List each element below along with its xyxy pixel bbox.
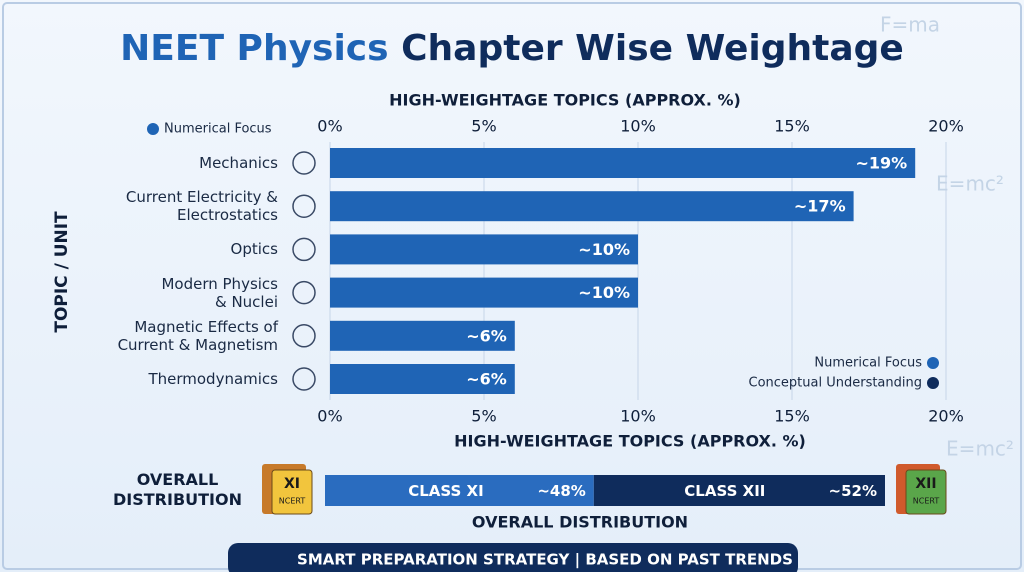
bar <box>330 148 916 178</box>
x-tick-label: 20% <box>928 407 964 426</box>
bar <box>330 191 854 222</box>
distribution-segment <box>325 475 594 506</box>
x-tick-label: 0% <box>317 407 342 426</box>
value-label: ~6% <box>466 370 507 389</box>
value-label: ~10% <box>578 283 630 302</box>
title-rest: Chapter Wise Weightage <box>401 28 904 69</box>
bar <box>330 234 638 265</box>
page-title: NEET Physics Chapter Wise Weightage <box>120 28 904 69</box>
legend-label: Numerical Focus <box>814 356 922 371</box>
value-label: ~17% <box>794 197 846 216</box>
category-icon <box>292 194 316 218</box>
x-tick-label: 10% <box>620 117 656 136</box>
book-sub: NCERT <box>913 497 940 506</box>
category-label: Optics <box>230 240 278 259</box>
bar <box>330 277 638 308</box>
decoration: F=ma <box>880 13 940 37</box>
distribution-label: OVERALL DISTRIBUTION <box>113 470 242 509</box>
bar <box>330 364 515 394</box>
category-label: Mechanics <box>199 154 278 172</box>
footer-pill <box>228 543 798 572</box>
category-icon <box>292 367 316 391</box>
category-icon <box>292 280 316 305</box>
legend-icon <box>927 377 939 389</box>
segment-value: ~52% <box>829 482 877 500</box>
segment-name: CLASS XII <box>684 482 765 500</box>
decoration: E=mc² <box>936 172 1004 196</box>
x-tick-label: 0% <box>317 117 342 136</box>
x-tick-label: 10% <box>620 407 656 426</box>
category-icon <box>292 151 316 175</box>
top-note: Numerical Focus <box>164 122 272 137</box>
book-label: XI <box>284 476 300 492</box>
x-tick-label: 15% <box>774 407 810 426</box>
decoration: E=mc² <box>946 437 1014 461</box>
distribution-title: OVERALL DISTRIBUTION <box>472 513 688 532</box>
category-icon <box>292 237 316 262</box>
category-label: Magnetic Effects of Current & Magnetism <box>117 317 278 354</box>
category-label: Thermodynamics <box>148 370 278 388</box>
value-label: ~19% <box>855 154 907 173</box>
y-axis-title: TOPIC / UNIT <box>52 211 72 333</box>
book-front <box>905 469 947 515</box>
distribution-segment <box>593 475 885 506</box>
footer: SMART PREPARATION STRATEGY | BASED ON PA… <box>297 551 793 570</box>
legend-icon <box>927 357 939 369</box>
bar <box>330 320 515 351</box>
x-tick-label: 5% <box>471 407 496 426</box>
note-icon <box>147 123 159 135</box>
title-highlight: NEET Physics <box>120 28 388 69</box>
x-tick-label: 20% <box>928 117 964 136</box>
x-axis-title: HIGH-WEIGHTAGE TOPICS (APPROX. %) <box>454 432 806 451</box>
segment-name: CLASS XI <box>408 482 483 500</box>
book-label: XII <box>915 476 936 492</box>
book-sub: NCERT <box>279 497 306 506</box>
value-label: ~6% <box>466 326 507 345</box>
legend-label: Conceptual Understanding <box>749 376 923 391</box>
category-label: Current Electricity & Electrostatics <box>125 188 278 225</box>
x-tick-label: 5% <box>471 117 496 136</box>
x-axis-title: HIGH-WEIGHTAGE TOPICS (APPROX. %) <box>389 91 741 110</box>
segment-value: ~48% <box>537 482 585 500</box>
x-tick-label: 15% <box>774 117 810 136</box>
category-label: Modern Physics & Nuclei <box>161 274 278 311</box>
book-front <box>271 469 313 515</box>
category-icon <box>292 324 316 348</box>
value-label: ~10% <box>578 240 630 259</box>
